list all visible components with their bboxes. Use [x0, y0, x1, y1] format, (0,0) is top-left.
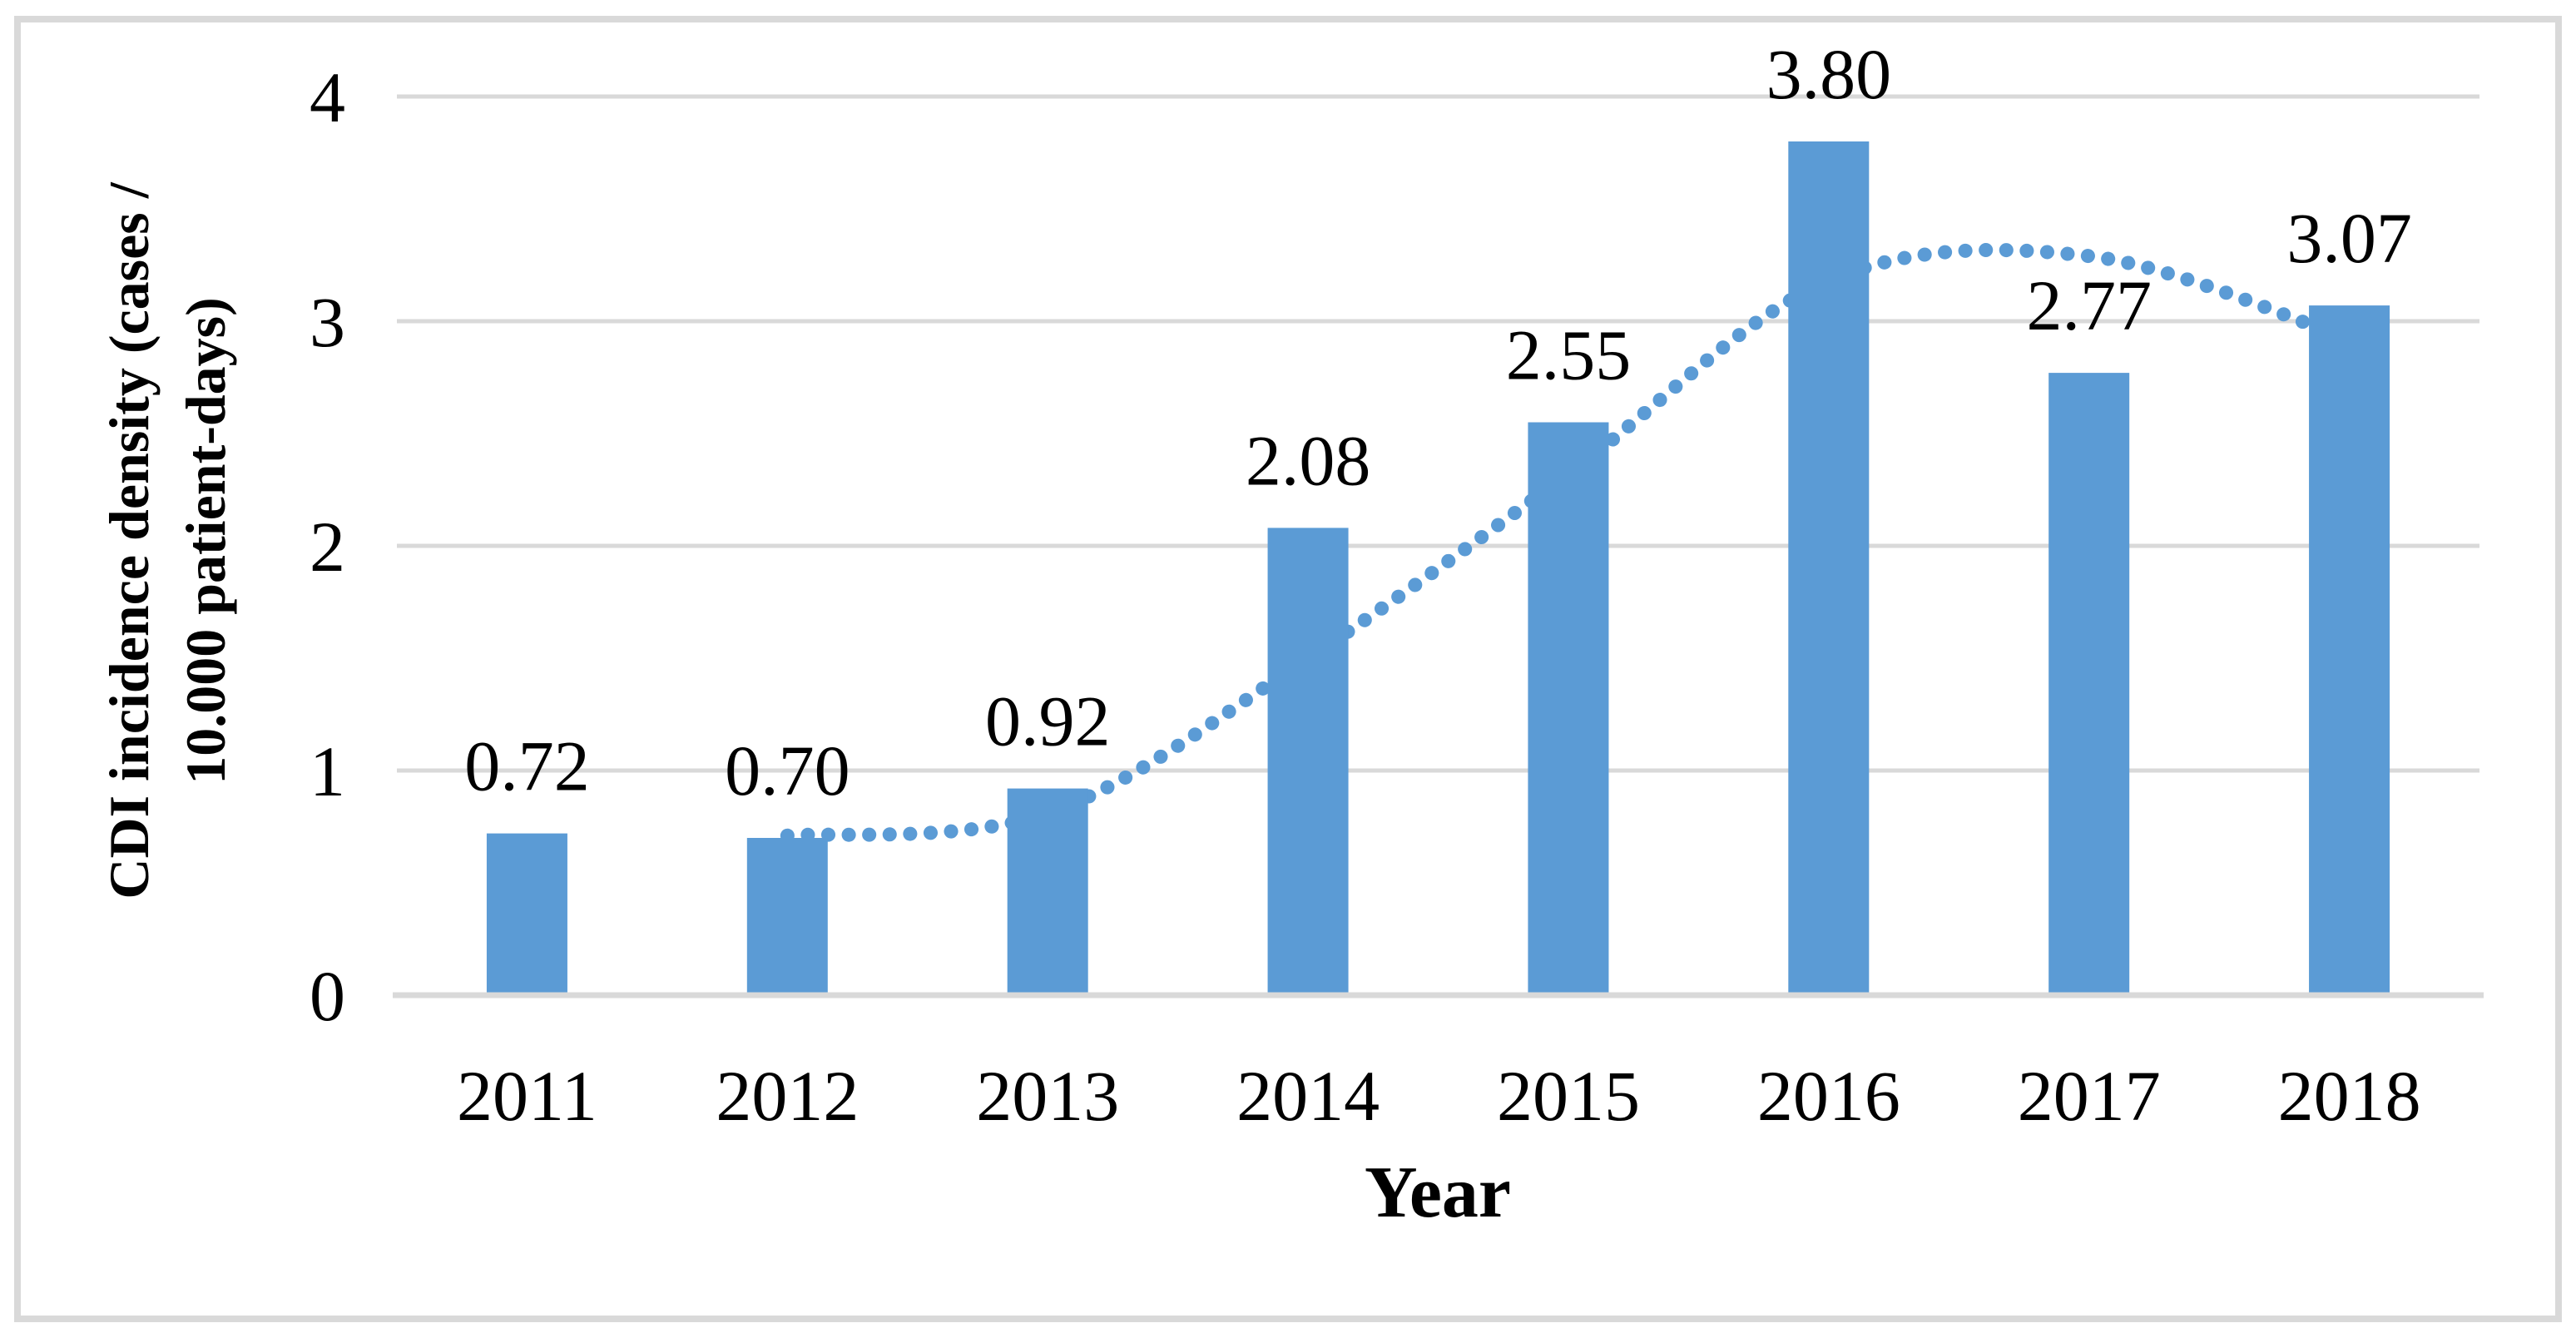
bar-value-label-2012: 0.70	[725, 731, 850, 810]
bar-value-label-2018: 3.07	[2286, 198, 2412, 278]
bar-value-label-2015: 2.55	[1506, 315, 1632, 395]
y-tick-label-0: 0	[310, 956, 345, 1036]
x-tick-label-2012: 2012	[716, 1056, 859, 1136]
bar-2016	[1788, 141, 1870, 995]
x-axis-title: Year	[1365, 1152, 1511, 1233]
y-axis-tick-labels: 0 1 2 3 4	[310, 57, 345, 1036]
bar-value-label-2017: 2.77	[2026, 265, 2152, 345]
x-tick-label-2018: 2018	[2278, 1056, 2421, 1136]
bar-2014	[1267, 528, 1349, 995]
bar-2012	[746, 838, 828, 995]
x-tick-label-2014: 2014	[1236, 1056, 1380, 1136]
y-axis-title-line1: CDI incidence density (cases /	[97, 181, 161, 899]
y-tick-label-4: 4	[310, 57, 345, 137]
x-tick-label-2015: 2015	[1497, 1056, 1640, 1136]
bar-series	[486, 141, 2390, 996]
bar-value-label-2016: 3.80	[1766, 34, 1892, 114]
bar-2018	[2309, 305, 2390, 996]
y-tick-label-2: 2	[310, 507, 345, 587]
bar-value-label-2013: 0.92	[985, 681, 1111, 761]
bar-2015	[1528, 422, 1609, 995]
bar-2017	[2048, 373, 2130, 996]
bar-2011	[486, 833, 567, 995]
bar-value-label-2011: 0.72	[464, 726, 590, 806]
x-tick-label-2017: 2017	[2018, 1056, 2161, 1136]
figure-border	[14, 16, 2562, 1322]
y-axis-title-line2: 10.000 patient-days)	[174, 297, 237, 785]
bar-value-labels: 0.72 0.70 0.92 2.08 2.55 3.80 2.77 3.07	[464, 34, 2412, 810]
y-tick-label-3: 3	[310, 282, 345, 362]
bar-2013	[1007, 788, 1088, 995]
x-tick-label-2016: 2016	[1757, 1056, 1900, 1136]
gridlines	[397, 94, 2479, 773]
x-axis-tick-labels: 2011 2012 2013 2014 2015 2016 2017 2018	[457, 1056, 2421, 1136]
x-tick-label-2011: 2011	[457, 1056, 597, 1136]
y-tick-label-1: 1	[310, 731, 345, 811]
x-tick-label-2013: 2013	[976, 1056, 1119, 1136]
bar-value-label-2014: 2.08	[1246, 420, 1371, 500]
